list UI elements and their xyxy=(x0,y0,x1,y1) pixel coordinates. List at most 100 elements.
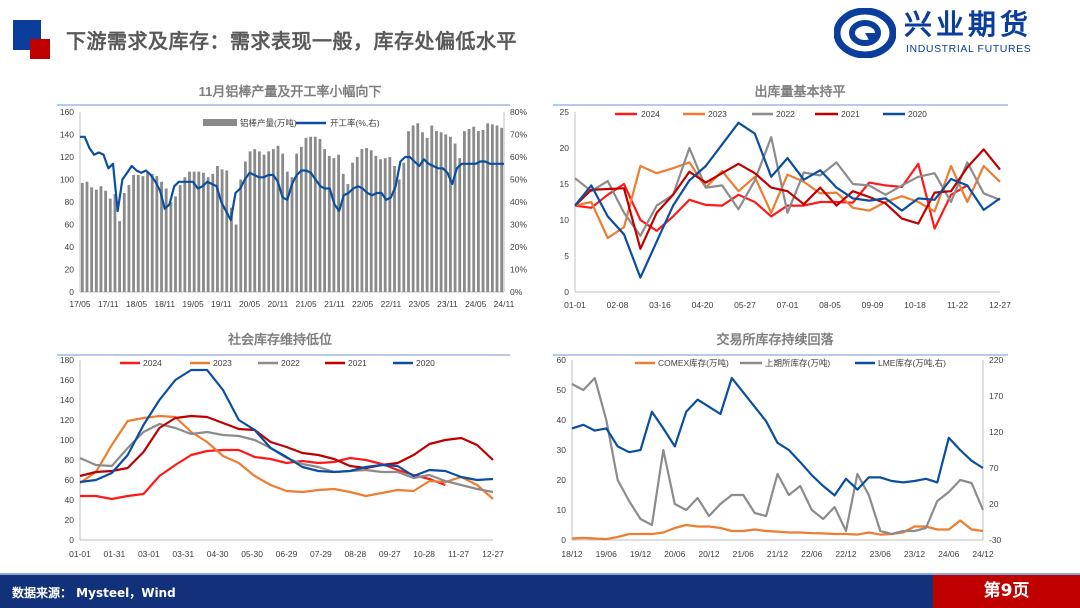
bar-production xyxy=(206,177,210,292)
x-tick-label: 23/12 xyxy=(904,549,926,559)
bar-production xyxy=(313,136,317,292)
bar-production xyxy=(346,184,350,292)
x-tick-label: 01-31 xyxy=(104,549,126,559)
bar-production xyxy=(225,170,229,292)
bar-production xyxy=(486,123,490,292)
y-tick-left: 60 xyxy=(65,220,75,230)
y-tick-left: 100 xyxy=(60,175,74,185)
x-tick-label: 07-01 xyxy=(777,300,799,310)
bar-production xyxy=(188,171,191,292)
bar-production xyxy=(202,172,205,292)
x-tick-label: 10-28 xyxy=(413,549,435,559)
x-tick-label: 17/05 xyxy=(69,299,91,309)
bar-production xyxy=(411,125,415,292)
x-tick-label: 22/11 xyxy=(381,299,402,309)
legend-label: 2021 xyxy=(841,109,860,119)
y-tick-left: 20 xyxy=(557,475,567,485)
chart-3: 社会库存维持低位 0 20 40 60 80 100 120 140 160 180 01-01 01-… xyxy=(57,332,510,559)
bar-production xyxy=(183,177,187,292)
x-tick-label: 04-20 xyxy=(692,300,714,310)
bar-production xyxy=(435,131,438,292)
legend-label: 开工率(%,右) xyxy=(330,118,380,128)
bar-production xyxy=(94,189,98,292)
y-tick-right: 0% xyxy=(510,287,523,297)
bar-production xyxy=(318,139,322,292)
y-tick-left: 20 xyxy=(560,143,570,153)
bar-production xyxy=(155,176,159,292)
y-tick-right: 60% xyxy=(510,152,527,162)
y-tick-right: 30% xyxy=(510,220,527,230)
series-line-COMEX xyxy=(571,519,984,541)
slide-title: 下游需求及库存：需求表现一般，库存处偏低水平 xyxy=(66,29,517,53)
bar-production xyxy=(220,169,224,292)
bar-production xyxy=(141,176,145,292)
x-tick-label: 22/05 xyxy=(352,299,374,309)
y-tick-left: 120 xyxy=(60,415,74,425)
bar-production xyxy=(430,125,434,292)
bar-production xyxy=(169,202,173,292)
bar-production xyxy=(132,175,135,292)
bar-production xyxy=(122,193,126,292)
y-tick-left: 5 xyxy=(564,251,569,261)
y-tick-left: 80 xyxy=(65,455,75,465)
y-tick-right: 120 xyxy=(989,427,1003,437)
bar-production xyxy=(458,158,462,292)
x-tick-label: 21/05 xyxy=(295,299,317,309)
legend-label: 2022 xyxy=(776,109,795,119)
x-tick-label: 24/12 xyxy=(972,549,994,559)
chart-4: 交易所库存持续回落 0 10 20 30 40 50 60 -30 20 70 120 170 220 18… xyxy=(553,332,1008,559)
y-tick-left: 10 xyxy=(557,505,567,515)
x-tick-label: 19/12 xyxy=(630,549,652,559)
x-tick-label: 19/11 xyxy=(211,299,232,309)
x-tick-label: 11-22 xyxy=(947,300,968,310)
bar-production xyxy=(304,137,308,292)
bar-production xyxy=(160,181,163,292)
company-logo: 兴业期货 INDUSTRIAL FUTURES xyxy=(832,8,1072,58)
bar-production xyxy=(285,171,289,292)
y-tick-left: 60 xyxy=(65,475,75,485)
bar-production xyxy=(281,153,285,292)
legend-label: 2024 xyxy=(143,358,162,368)
series-line-2024 xyxy=(574,162,968,232)
x-tick-label: 09-09 xyxy=(862,300,884,310)
bar-production xyxy=(230,207,233,292)
page-number: 第9页 xyxy=(933,575,1080,608)
bar-production xyxy=(383,158,387,292)
x-tick-label: 19/05 xyxy=(182,299,204,309)
series-line-2020 xyxy=(574,121,1001,279)
y-tick-left: 40 xyxy=(65,495,75,505)
bar-production xyxy=(309,136,313,292)
bar-production xyxy=(379,159,382,292)
bar-production xyxy=(495,125,499,292)
y-tick-left: 0 xyxy=(561,535,566,545)
series-line-2021 xyxy=(574,148,1001,250)
bar-production xyxy=(467,128,471,292)
chart-title: 11月铝棒产量及开工率小幅向下 xyxy=(199,84,382,99)
x-tick-label: 03-31 xyxy=(172,549,194,559)
x-tick-label: 09-27 xyxy=(379,549,401,559)
x-tick-label: 12-27 xyxy=(482,549,504,559)
x-tick-label: 23/11 xyxy=(437,299,458,309)
bar-production xyxy=(341,173,345,292)
legend-label: 2024 xyxy=(641,109,660,119)
bar-production xyxy=(472,126,476,292)
y-tick-right: 20% xyxy=(510,242,527,252)
bar-production xyxy=(253,149,257,292)
bar-production xyxy=(127,185,131,292)
legend-swatch xyxy=(203,119,237,126)
chart-title: 出库量基本持平 xyxy=(754,84,845,99)
bar-production xyxy=(80,182,84,292)
bar-production xyxy=(397,179,401,292)
x-tick-label: 20/12 xyxy=(698,549,720,559)
legend-label: 铝棒产量(万吨) xyxy=(240,118,297,128)
bar-production xyxy=(355,157,359,292)
x-tick-label: 08-28 xyxy=(344,549,366,559)
bar-production xyxy=(248,151,252,292)
x-tick-label: 03-01 xyxy=(138,549,160,559)
x-tick-label: 21/11 xyxy=(324,299,345,309)
bar-production xyxy=(425,137,429,292)
y-tick-left: 140 xyxy=(60,130,74,140)
x-tick-label: 01-01 xyxy=(69,549,91,559)
bar-production xyxy=(136,175,140,292)
